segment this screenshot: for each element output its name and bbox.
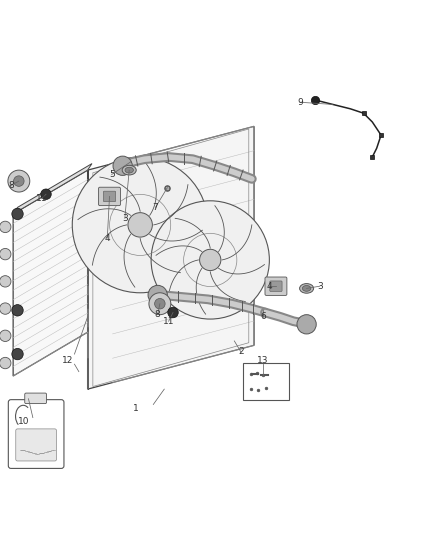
Polygon shape bbox=[13, 164, 92, 214]
Circle shape bbox=[0, 276, 11, 287]
Circle shape bbox=[155, 298, 165, 309]
Circle shape bbox=[148, 285, 167, 304]
Circle shape bbox=[12, 208, 23, 220]
Polygon shape bbox=[88, 126, 254, 389]
Circle shape bbox=[12, 304, 23, 316]
FancyBboxPatch shape bbox=[16, 429, 57, 461]
Circle shape bbox=[149, 293, 171, 314]
Text: 2: 2 bbox=[238, 348, 244, 357]
FancyBboxPatch shape bbox=[8, 400, 64, 469]
Circle shape bbox=[14, 176, 24, 187]
Circle shape bbox=[0, 303, 11, 314]
Circle shape bbox=[8, 170, 30, 192]
Circle shape bbox=[0, 221, 11, 232]
Text: 3: 3 bbox=[122, 214, 128, 223]
FancyBboxPatch shape bbox=[265, 277, 287, 295]
Text: 10: 10 bbox=[18, 417, 30, 426]
Bar bbox=[243, 363, 289, 400]
Polygon shape bbox=[13, 170, 88, 376]
FancyBboxPatch shape bbox=[99, 187, 120, 206]
Ellipse shape bbox=[302, 286, 311, 292]
Text: 4: 4 bbox=[105, 233, 110, 243]
Text: 4: 4 bbox=[267, 282, 272, 290]
Circle shape bbox=[151, 201, 269, 319]
Circle shape bbox=[72, 157, 208, 293]
Circle shape bbox=[41, 189, 51, 199]
FancyBboxPatch shape bbox=[103, 191, 116, 201]
Text: 12: 12 bbox=[62, 356, 74, 365]
FancyBboxPatch shape bbox=[25, 393, 46, 403]
Circle shape bbox=[0, 248, 11, 260]
Text: 3: 3 bbox=[317, 282, 323, 290]
FancyBboxPatch shape bbox=[270, 281, 282, 292]
Text: 8: 8 bbox=[155, 310, 161, 319]
Text: 7: 7 bbox=[152, 203, 159, 212]
Text: 5: 5 bbox=[109, 170, 115, 179]
Circle shape bbox=[12, 349, 23, 360]
Text: 13: 13 bbox=[257, 356, 268, 365]
Text: 9: 9 bbox=[297, 98, 303, 107]
Circle shape bbox=[168, 307, 178, 318]
Circle shape bbox=[113, 156, 132, 175]
Text: 11: 11 bbox=[36, 194, 47, 203]
Text: 1: 1 bbox=[133, 405, 139, 414]
Circle shape bbox=[297, 314, 316, 334]
Circle shape bbox=[0, 330, 11, 342]
Ellipse shape bbox=[125, 167, 134, 173]
Circle shape bbox=[0, 357, 11, 369]
Circle shape bbox=[200, 249, 221, 271]
Circle shape bbox=[128, 213, 152, 237]
Text: 11: 11 bbox=[163, 317, 174, 326]
Text: 6: 6 bbox=[260, 312, 266, 321]
Ellipse shape bbox=[300, 284, 314, 293]
Text: 8: 8 bbox=[8, 181, 14, 190]
Ellipse shape bbox=[122, 165, 136, 175]
